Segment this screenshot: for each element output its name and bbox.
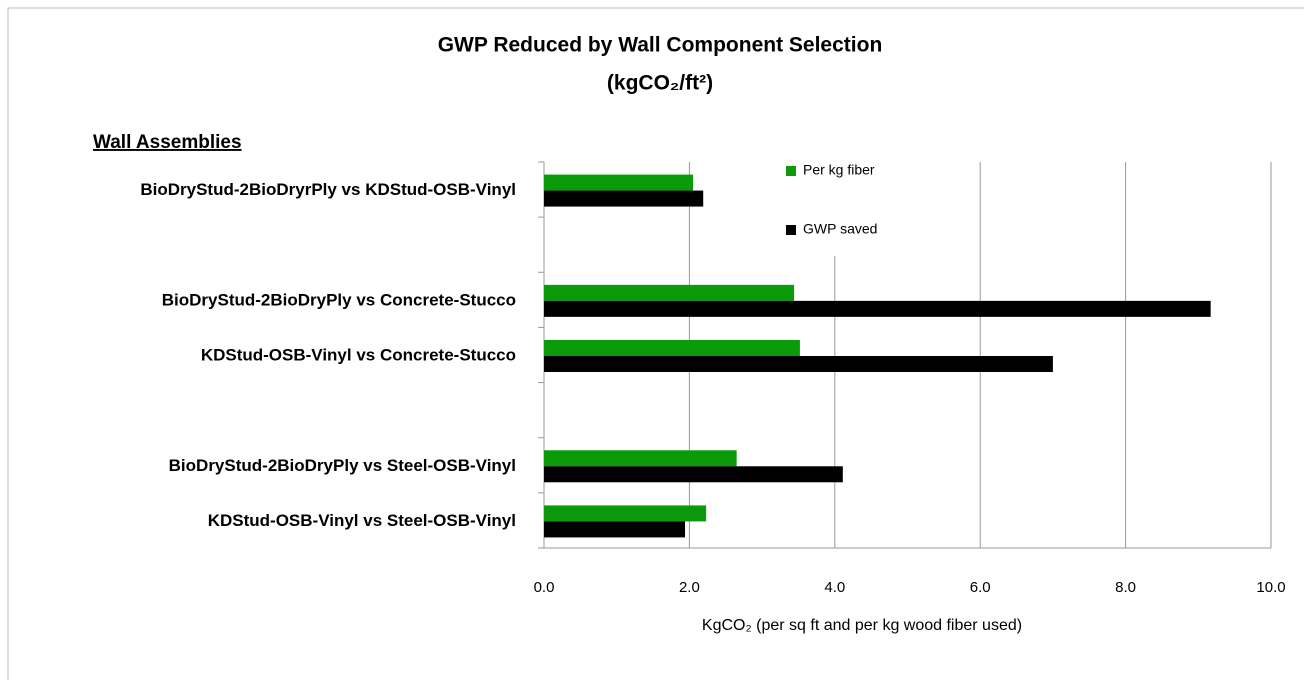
x-tick-label: 10.0: [1256, 579, 1285, 596]
y-heading: Wall Assemblies: [93, 132, 242, 153]
legend-label: GWP saved: [803, 221, 877, 237]
y-tick-label: KDStud-OSB-Vinyl vs Steel-OSB-Vinyl: [208, 511, 516, 530]
bar: [544, 190, 704, 207]
legend-swatch: [786, 166, 796, 176]
legend-label: Per kg fiber: [803, 162, 875, 178]
bar: [544, 521, 686, 538]
x-tick-label: 6.0: [970, 579, 991, 596]
legend-swatch: [786, 225, 796, 235]
bar: [544, 284, 795, 301]
y-tick-label: BioDryStud-2BioDryrPly vs KDStud-OSB-Vin…: [140, 180, 516, 199]
bar: [544, 300, 1211, 317]
y-tick-label: BioDryStud-2BioDryPly vs Steel-OSB-Vinyl: [169, 456, 516, 475]
x-tick-label: 4.0: [824, 579, 845, 596]
y-tick-label: BioDryStud-2BioDryPly vs Concrete-Stucco: [162, 290, 516, 309]
bar: [544, 450, 737, 467]
x-axis-label: KgCO₂ (per sq ft and per kg wood fiber u…: [702, 617, 1022, 634]
chart-subtitle: (kgCO₂/ft²): [607, 72, 713, 95]
y-tick-label: KDStud-OSB-Vinyl vs Concrete-Stucco: [201, 345, 516, 364]
bar: [544, 505, 707, 522]
chart-title: GWP Reduced by Wall Component Selection: [438, 34, 883, 57]
bar: [544, 174, 694, 191]
legend-background: [778, 160, 908, 256]
x-tick-label: 2.0: [679, 579, 700, 596]
bar: [544, 356, 1053, 372]
x-tick-label: 0.0: [534, 579, 555, 596]
bar: [544, 466, 843, 483]
bar: [544, 340, 800, 356]
x-tick-label: 8.0: [1115, 579, 1136, 596]
